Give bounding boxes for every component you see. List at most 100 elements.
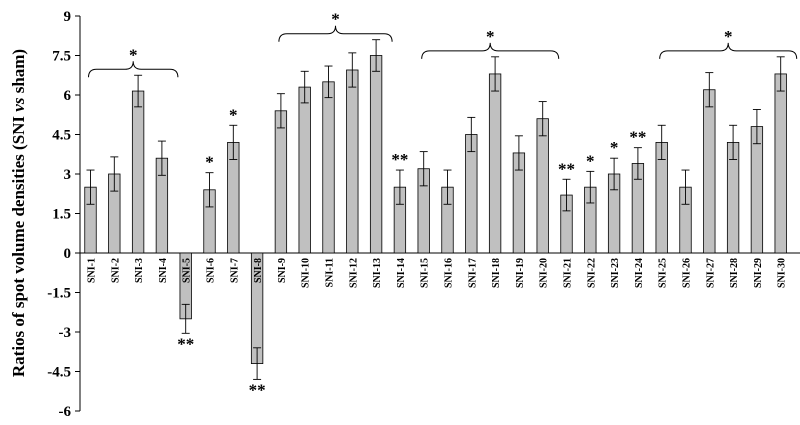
bar bbox=[774, 73, 787, 254]
significance-mark: ** bbox=[629, 128, 646, 147]
category-label: SNI-11 bbox=[325, 258, 336, 287]
error-bar bbox=[443, 169, 452, 205]
y-axis-label: Ratios of spot volume densities (SNI vs … bbox=[9, 49, 28, 377]
error-bar bbox=[705, 72, 714, 108]
bar bbox=[298, 86, 311, 254]
y-tick-label: 0 bbox=[64, 246, 72, 262]
category-label: SNI-25 bbox=[658, 258, 669, 288]
error-bar bbox=[181, 303, 190, 334]
category-label: SNI-22 bbox=[586, 258, 597, 288]
error-bar bbox=[110, 156, 119, 192]
significance-mark: * bbox=[586, 151, 595, 170]
bar bbox=[488, 73, 502, 254]
y-tick-label: 4.5 bbox=[52, 128, 71, 144]
category-label: SNI-16 bbox=[444, 258, 455, 288]
category-label: SNI-26 bbox=[682, 258, 693, 288]
bracket-mark: * bbox=[724, 27, 733, 46]
bracket-brace bbox=[278, 25, 393, 42]
y-tick-label: 7.5 bbox=[52, 49, 71, 65]
error-bar bbox=[586, 170, 595, 204]
bracket-brace bbox=[659, 42, 798, 59]
y-axis-label-part-2: vs bbox=[9, 97, 28, 112]
significance-mark: ** bbox=[558, 159, 575, 178]
bar bbox=[346, 69, 359, 254]
bracket-mark: * bbox=[331, 10, 340, 29]
error-bar bbox=[348, 52, 357, 88]
error-bar bbox=[752, 109, 761, 145]
error-bar bbox=[729, 124, 738, 160]
category-label: SNI-17 bbox=[467, 258, 478, 288]
significance-bracket: * bbox=[659, 27, 798, 59]
error-bar bbox=[491, 56, 500, 92]
error-bar bbox=[610, 157, 619, 191]
category-label: SNI-6 bbox=[206, 258, 217, 283]
error-bar bbox=[134, 74, 143, 108]
bracket-mark: * bbox=[129, 45, 138, 64]
category-label: SNI-2 bbox=[110, 258, 121, 283]
y-tick-label: 9 bbox=[64, 9, 72, 25]
significance-mark: ** bbox=[249, 380, 266, 399]
y-axis-label-part-1: Ratios of spot volume densities (SNI bbox=[9, 112, 28, 377]
error-bar bbox=[157, 140, 166, 176]
error-bar bbox=[253, 347, 262, 380]
category-label: SNI-21 bbox=[563, 258, 574, 288]
bar bbox=[322, 81, 335, 254]
error-bar bbox=[467, 116, 476, 153]
significance-mark: ** bbox=[391, 150, 408, 169]
y-tick-label: 6 bbox=[64, 88, 72, 104]
category-label: SNI-30 bbox=[777, 258, 788, 288]
y-tick-label: -1.5 bbox=[47, 286, 71, 302]
category-label: SNI-9 bbox=[277, 258, 288, 283]
significance-bracket: * bbox=[421, 27, 560, 59]
error-bar bbox=[372, 39, 381, 72]
bar bbox=[369, 55, 383, 254]
category-label: SNI-5 bbox=[182, 258, 193, 283]
bar bbox=[465, 134, 478, 254]
error-bar bbox=[657, 124, 666, 160]
bars bbox=[84, 55, 787, 364]
significance-bracket: * bbox=[88, 45, 179, 78]
category-label: SNI-1 bbox=[87, 258, 98, 283]
y-tick-label: -4.5 bbox=[47, 365, 71, 381]
error-bar bbox=[538, 101, 547, 137]
category-label: SNI-19 bbox=[515, 258, 526, 288]
significance-bracket: * bbox=[278, 10, 393, 42]
error-bar bbox=[419, 151, 428, 187]
error-bar bbox=[300, 70, 309, 104]
bracket-brace bbox=[421, 42, 560, 59]
bar bbox=[131, 90, 145, 254]
significance-mark: * bbox=[610, 138, 619, 157]
category-label: SNI-7 bbox=[229, 258, 240, 283]
category-label: SNI-15 bbox=[420, 258, 431, 288]
bar bbox=[536, 118, 549, 254]
error-bar bbox=[205, 172, 214, 208]
significance-mark: ** bbox=[177, 334, 194, 353]
bracket-brace bbox=[88, 61, 179, 78]
category-label: SNI-8 bbox=[253, 258, 264, 283]
significance-mark: * bbox=[229, 105, 238, 124]
error-bar bbox=[562, 178, 571, 212]
error-bar bbox=[681, 169, 690, 205]
bar bbox=[703, 89, 716, 254]
error-bar bbox=[633, 147, 642, 180]
bar bbox=[274, 110, 288, 254]
category-label: SNI-27 bbox=[705, 258, 716, 288]
category-label: SNI-3 bbox=[134, 258, 145, 283]
y-tick-label: 1.5 bbox=[52, 207, 71, 223]
y-tick-label: -3 bbox=[59, 325, 72, 341]
category-label: SNI-10 bbox=[301, 258, 312, 288]
error-bar bbox=[776, 56, 785, 92]
y-tick-label: -6 bbox=[59, 404, 72, 420]
error-bar bbox=[276, 93, 285, 129]
category-label: SNI-13 bbox=[372, 258, 383, 288]
bar bbox=[750, 126, 764, 254]
category-label: SNI-12 bbox=[348, 258, 359, 288]
error-bar bbox=[86, 169, 95, 205]
error-bar bbox=[324, 65, 333, 99]
y-tick-label: 3 bbox=[64, 167, 72, 183]
category-label: SNI-4 bbox=[158, 258, 169, 283]
y-axis-label-part-3: sham) bbox=[9, 49, 28, 98]
category-labels: SNI-1 SNI-2 SNI-3 SNI-4 SNI-5 SNI-6 SNI-7 SNI-8… bbox=[87, 258, 788, 288]
category-label: SNI-14 bbox=[396, 258, 407, 288]
